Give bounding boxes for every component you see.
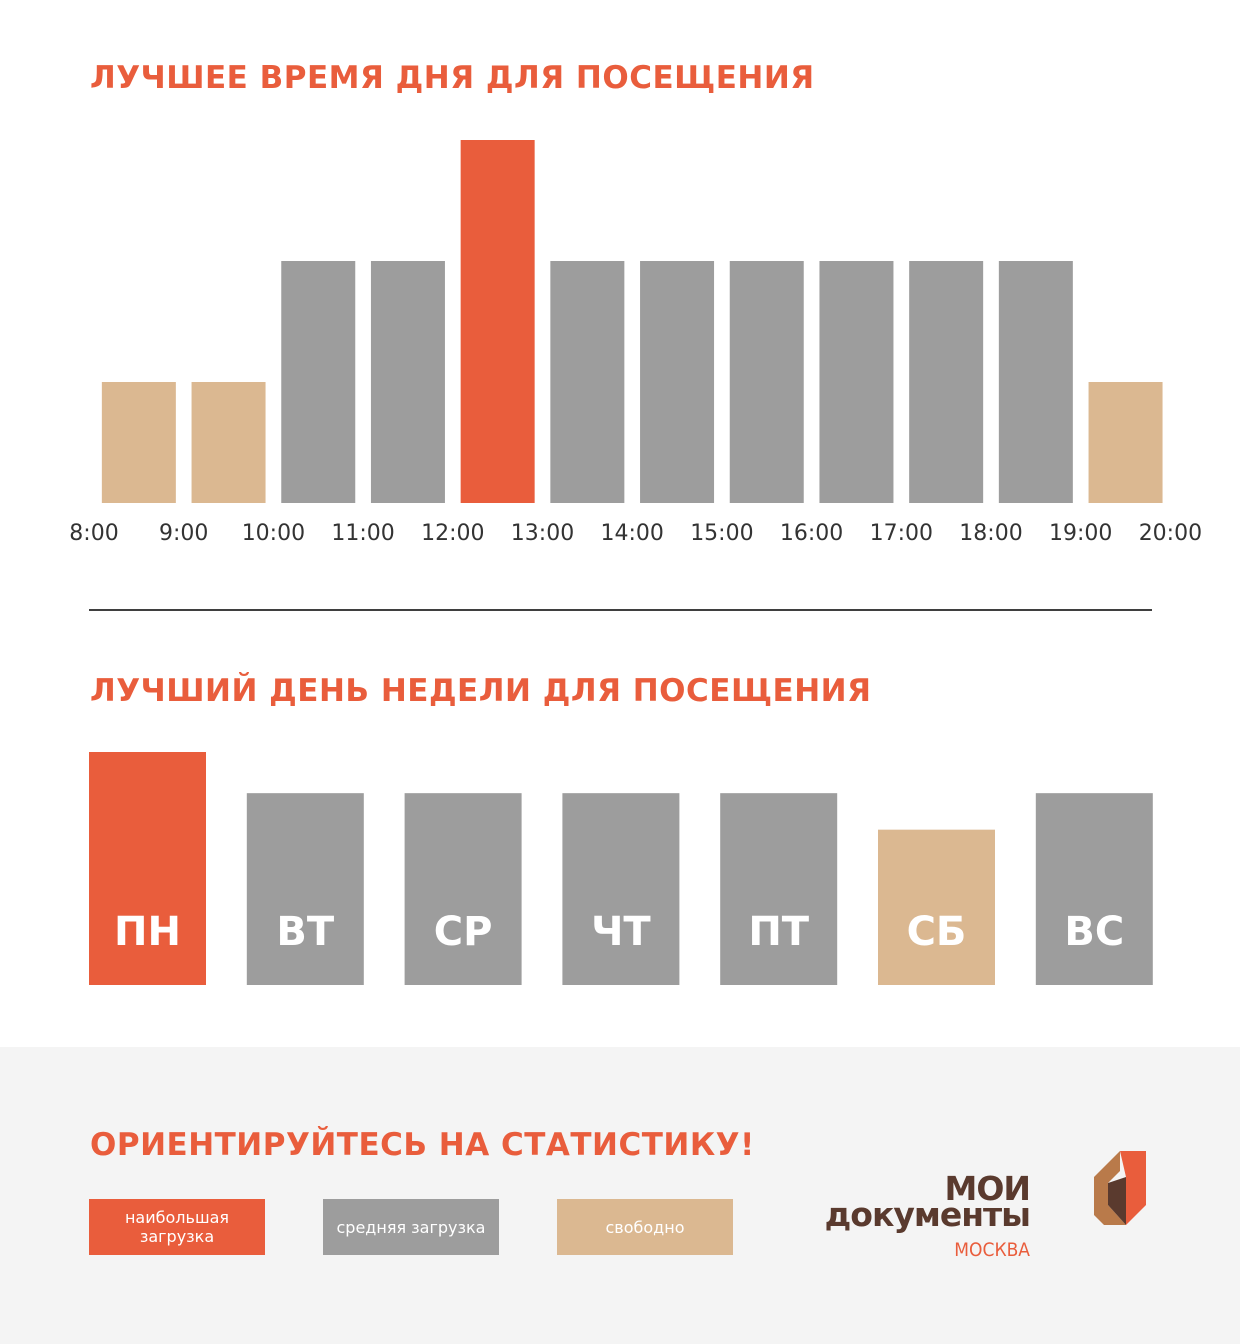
weekday-label: ПТ (748, 909, 809, 955)
hour-bar-14:00 (640, 261, 715, 503)
weekday-bar-ПН (89, 752, 206, 985)
footer-title: ОРИЕНТИРУЙТЕСЬ НА СТАТИСТИКУ! (90, 1127, 755, 1163)
hour-bar-chart: 8:00 9:00 10:00 11:00 12:00 13:00 14:00 15:00 16… (69, 140, 1202, 546)
hour-tick-label: 10:00 (242, 521, 305, 546)
legend-free: свободно (557, 1199, 733, 1255)
weekday-label: ПН (114, 909, 181, 955)
time-chart-title: ЛУЧШЕЕ ВРЕМЯ ДНЯ ДЛЯ ПОСЕЩЕНИЯ (90, 60, 815, 96)
hour-bar-12:00 (460, 140, 535, 503)
weekday-bar-ПТ (720, 793, 838, 985)
hour-bar-19:00 (1088, 382, 1163, 503)
hour-bar-10:00 (281, 261, 356, 503)
hour-tick-label: 19:00 (1049, 521, 1112, 546)
weekday-label: СБ (907, 909, 967, 955)
hour-bar-16:00 (819, 261, 894, 503)
hour-tick-label: 13:00 (511, 521, 574, 546)
hour-tick-label: 12:00 (421, 521, 484, 546)
hour-tick-label: 16:00 (780, 521, 843, 546)
logo-line-2: документы (824, 1195, 1031, 1234)
weekday-label: ЧТ (591, 909, 651, 955)
hour-bar-8:00 (101, 382, 176, 503)
hour-tick-label: 18:00 (959, 521, 1022, 546)
hour-tick-label: 9:00 (159, 521, 208, 546)
week-chart-title: ЛУЧШИЙ ДЕНЬ НЕДЕЛИ ДЛЯ ПОСЕЩЕНИЯ (90, 673, 872, 709)
weekday-bar-ВТ (246, 793, 364, 985)
hour-bar-18:00 (998, 261, 1073, 503)
weekday-bar-СБ (878, 829, 995, 985)
weekday-bar-chart: ПН ВТ СР ЧТ ПТ СБ ВС (89, 752, 1153, 985)
hour-bar-11:00 (370, 261, 445, 503)
legend-high-load: наибольшая загрузка (89, 1199, 265, 1255)
hour-bar-13:00 (550, 261, 625, 503)
hour-tick-label: 8:00 (69, 521, 118, 546)
logo-line-1: МОИ (944, 1169, 1031, 1208)
hour-tick-label: 20:00 (1139, 521, 1202, 546)
brand-logo: МОИ документы МОСКВА (825, 1147, 1170, 1267)
weekday-bar-ВС (1035, 793, 1153, 985)
hour-bar-17:00 (909, 261, 984, 503)
hour-tick-label: 11:00 (331, 521, 394, 546)
weekday-bar-СР (404, 793, 522, 985)
weekday-bar-ЧТ (562, 793, 680, 985)
weekday-label: СР (434, 909, 493, 955)
hour-tick-label: 15:00 (690, 521, 753, 546)
hour-tick-label: 17:00 (870, 521, 933, 546)
section-divider (89, 609, 1152, 611)
hour-bar-9:00 (191, 382, 266, 503)
legend-medium-load: средняя загрузка (323, 1199, 499, 1255)
hour-tick-label: 14:00 (600, 521, 663, 546)
logo-city: МОСКВА (954, 1239, 1030, 1261)
weekday-label: ВТ (276, 909, 334, 955)
footer-panel: ОРИЕНТИРУЙТЕСЬ НА СТАТИСТИКУ! наибольшая… (0, 1047, 1240, 1344)
weekday-label: ВС (1064, 909, 1124, 955)
hour-bar-15:00 (729, 261, 804, 503)
brand-mark-icon (1094, 1151, 1146, 1225)
